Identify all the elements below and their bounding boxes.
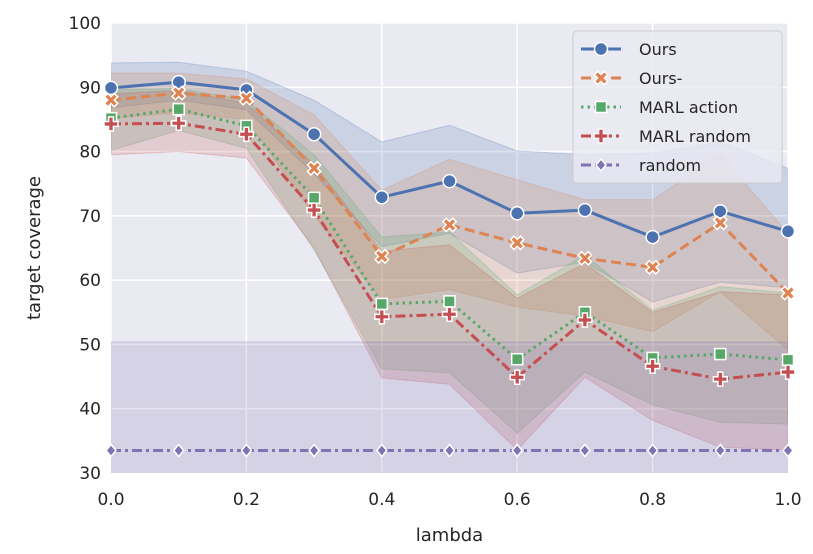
data-point [308,443,321,458]
confidence-band-marl-random [111,89,788,451]
legend-marker [593,128,609,144]
data-point [782,443,794,458]
x-axis-label: lambda [416,525,483,546]
data-point [646,443,659,458]
data-point [307,191,321,205]
x-axis-ticks: 0.0 0.2 0.4 0.6 0.8 1.0 [97,490,801,510]
y-tick-label: 70 [79,207,101,227]
data-point [780,285,796,301]
data-point [712,215,729,231]
data-point [645,229,660,245]
legend-item: Ours [581,40,677,59]
legend-label: random [639,156,701,175]
confidence-bands [111,61,788,473]
legend-marker [593,41,609,57]
data-point [103,92,119,108]
data-point [712,371,729,387]
data-point [644,358,661,375]
legend-item: MARL action [581,98,738,117]
data-point [375,297,389,311]
legend-label: Ours [639,40,677,59]
y-tick-label: 60 [79,271,101,291]
data-point [103,116,119,132]
data-point [644,259,661,275]
data-point [510,352,524,366]
series-line-marl-random [111,121,788,381]
legend-label: Ours- [639,69,682,88]
legend-item: MARL random [581,127,751,146]
data-point [511,443,524,458]
x-tick-label: 0.8 [639,490,666,510]
data-point [509,206,525,221]
data-point [443,443,456,458]
data-point [713,204,728,219]
confidence-band-marl-action [111,88,788,434]
data-point [714,443,727,458]
x-tick-label: 0.0 [97,490,124,510]
data-point [172,102,185,116]
data-point [509,369,525,385]
legend-marker [593,70,609,86]
data-point [781,353,795,367]
y-tick-label: 80 [79,143,101,163]
data-point [509,235,525,251]
data-point [240,443,253,458]
data-point [441,306,458,322]
legend: Ours Ours- MARL action MARL random random [572,30,783,184]
data-point [103,80,119,96]
data-point [443,295,456,308]
data-point [306,126,322,142]
data-point [577,312,593,328]
data-point [442,173,457,189]
data-point [714,347,727,361]
y-tick-label: 100 [69,14,101,34]
data-point [238,126,255,142]
data-point [374,248,390,265]
data-point [306,202,322,218]
legend-item: Ours- [581,69,682,88]
data-point [577,250,593,266]
data-point [306,160,322,176]
confidence-band-random [111,341,788,473]
x-tick-label: 1.0 [774,490,801,510]
legend-marker [595,157,607,173]
y-tick-label: 30 [79,464,101,484]
data-point [374,309,390,325]
data-point [105,443,117,458]
data-point [578,443,591,458]
series-markers [103,74,796,458]
gridlines [110,22,789,474]
data-point [170,85,187,101]
legend-label: MARL action [639,98,738,117]
legend-item: random [581,156,701,175]
series-line-ours- [111,91,788,295]
y-axis-ticks: 30 40 50 60 70 80 90 100 [69,14,101,484]
data-point [780,364,796,380]
legend-marker [594,100,608,114]
data-point [170,115,187,132]
y-tick-label: 40 [79,400,101,420]
x-tick-label: 0.4 [368,490,395,510]
legend-label: MARL random [639,127,751,146]
data-point [780,224,796,239]
data-point [375,443,388,458]
legend-frame [572,30,783,184]
data-point [172,443,185,458]
data-point [441,217,458,233]
data-point [577,202,593,218]
x-tick-label: 0.2 [233,490,260,510]
y-axis-label: target coverage [24,176,45,320]
data-point [238,90,255,106]
x-tick-label: 0.6 [504,490,531,510]
y-tick-label: 50 [79,335,101,355]
data-point [374,189,390,205]
y-tick-label: 90 [79,78,101,98]
